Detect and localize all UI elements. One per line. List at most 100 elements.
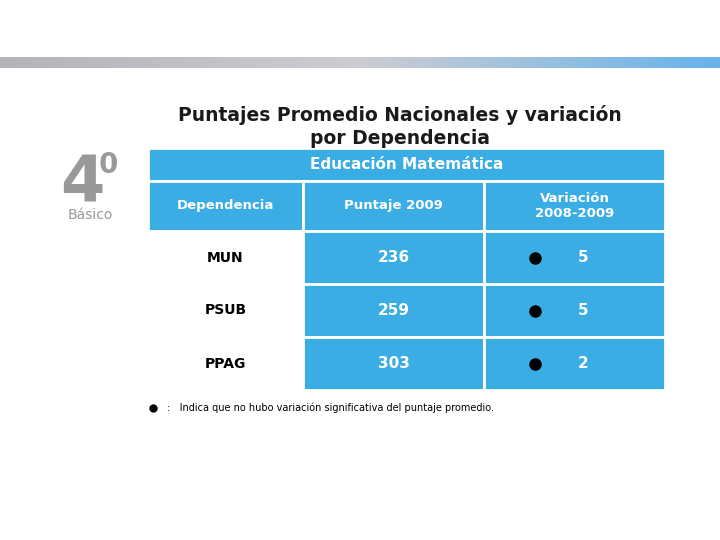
Bar xyxy=(166,57,169,68)
Bar xyxy=(356,57,360,68)
Bar xyxy=(126,57,130,68)
Bar xyxy=(536,57,540,68)
Bar xyxy=(184,57,187,68)
Bar xyxy=(461,57,464,68)
Bar xyxy=(50,57,54,68)
Bar xyxy=(400,57,403,68)
Bar xyxy=(410,57,414,68)
Bar xyxy=(97,57,101,68)
Text: Puntajes Promedio Nacionales y variación
por Dependencia: Puntajes Promedio Nacionales y variación… xyxy=(178,105,621,148)
Bar xyxy=(673,57,677,68)
Bar xyxy=(223,57,227,68)
Bar xyxy=(364,57,367,68)
Bar xyxy=(151,57,155,68)
Bar xyxy=(328,57,331,68)
Bar xyxy=(637,57,641,68)
Bar xyxy=(385,57,389,68)
Bar xyxy=(346,57,349,68)
Text: Dependencia: Dependencia xyxy=(177,199,274,213)
Bar xyxy=(652,57,655,68)
Bar xyxy=(666,57,670,68)
Bar xyxy=(484,181,665,231)
Bar xyxy=(716,57,720,68)
Bar xyxy=(382,57,385,68)
Bar xyxy=(504,57,508,68)
Bar xyxy=(230,57,234,68)
Bar xyxy=(212,57,216,68)
Bar xyxy=(378,57,382,68)
Bar xyxy=(335,57,338,68)
Bar xyxy=(158,57,162,68)
Bar xyxy=(238,57,241,68)
Bar xyxy=(83,57,86,68)
Bar xyxy=(619,57,623,68)
Bar xyxy=(176,57,180,68)
Bar xyxy=(4,57,7,68)
Bar xyxy=(486,57,490,68)
Bar xyxy=(18,57,22,68)
Bar xyxy=(569,57,572,68)
Bar xyxy=(137,57,140,68)
Bar xyxy=(497,57,500,68)
Bar xyxy=(58,57,61,68)
Text: Educación Matemática: Educación Matemática xyxy=(310,157,503,172)
Bar xyxy=(540,57,544,68)
Text: :   Indica que no hubo variación significativa del puntaje promedio.: : Indica que no hubo variación significa… xyxy=(167,403,494,413)
Bar xyxy=(288,57,292,68)
Bar xyxy=(508,57,511,68)
Bar xyxy=(630,57,634,68)
Bar xyxy=(101,57,104,68)
Bar xyxy=(187,57,191,68)
Bar xyxy=(472,57,475,68)
Bar xyxy=(25,57,29,68)
Text: PSUB: PSUB xyxy=(204,303,247,318)
Bar xyxy=(180,57,184,68)
Text: 303: 303 xyxy=(377,356,410,371)
Bar xyxy=(688,57,691,68)
Bar xyxy=(612,57,616,68)
Bar xyxy=(450,57,454,68)
Bar xyxy=(302,57,306,68)
Bar xyxy=(313,57,317,68)
Bar xyxy=(14,57,18,68)
Bar xyxy=(526,57,529,68)
Bar xyxy=(173,57,176,68)
Bar xyxy=(144,57,148,68)
Bar xyxy=(263,57,266,68)
Bar xyxy=(484,231,665,284)
Bar xyxy=(454,57,457,68)
Bar xyxy=(274,57,277,68)
Bar xyxy=(484,284,665,337)
Bar xyxy=(374,57,378,68)
Bar xyxy=(443,57,446,68)
Bar xyxy=(0,57,4,68)
Text: Básico: Básico xyxy=(67,208,113,222)
Bar xyxy=(479,57,482,68)
Bar xyxy=(256,57,259,68)
Bar xyxy=(331,57,335,68)
Bar xyxy=(655,57,659,68)
Bar xyxy=(94,57,97,68)
Bar xyxy=(349,57,353,68)
Text: 5: 5 xyxy=(578,303,589,318)
Bar xyxy=(234,57,238,68)
Bar xyxy=(133,57,137,68)
Bar xyxy=(310,57,313,68)
Bar xyxy=(108,57,112,68)
Bar xyxy=(544,57,547,68)
Bar xyxy=(677,57,680,68)
Bar xyxy=(72,57,76,68)
Bar xyxy=(148,57,151,68)
Bar xyxy=(428,57,432,68)
Bar xyxy=(241,57,245,68)
Bar xyxy=(436,57,439,68)
Text: Puntaje 2009: Puntaje 2009 xyxy=(344,199,443,213)
Bar xyxy=(583,57,587,68)
Text: Variación
2008-2009: Variación 2008-2009 xyxy=(535,192,614,220)
Bar xyxy=(148,231,303,284)
Bar xyxy=(112,57,115,68)
Bar xyxy=(252,57,256,68)
Bar xyxy=(155,57,158,68)
Bar xyxy=(425,57,428,68)
Bar xyxy=(529,57,533,68)
